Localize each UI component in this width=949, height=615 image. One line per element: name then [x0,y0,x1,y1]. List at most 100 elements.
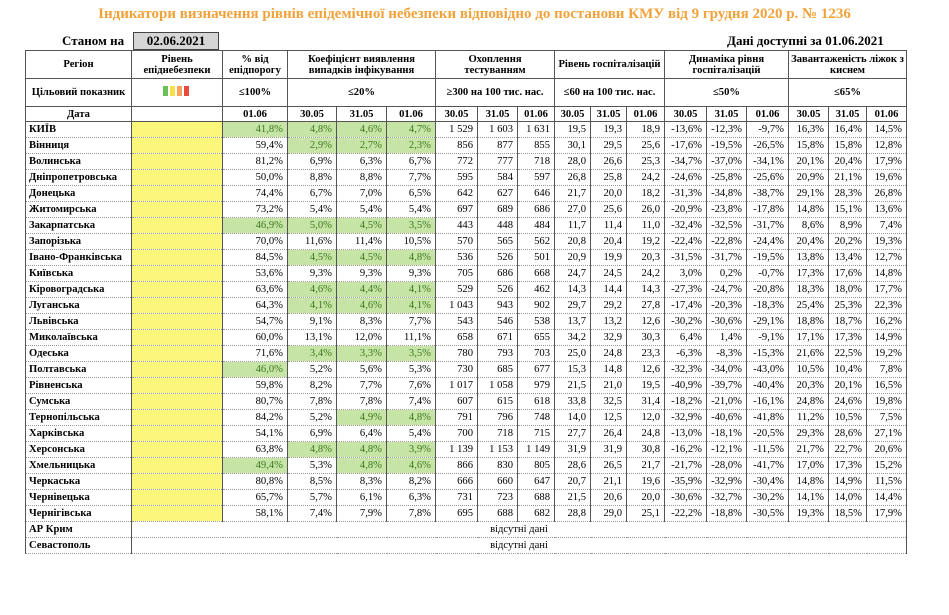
beds-cell: 16,4% [828,121,867,138]
hosp-cell: 25,6 [590,201,627,218]
tests-cell: 796 [477,409,518,426]
beds-cell: 17,0% [788,457,829,474]
dyn-cell: -41,8% [746,409,789,426]
beds-cell: 27,1% [866,425,907,442]
beds-cell: 12,8% [866,137,907,154]
beds-cell: 21,1% [828,169,867,186]
table-body: Регіон Рівень епіднебезпеки % від епідпо… [25,50,907,554]
dyn-cell: 6,4% [664,329,707,346]
beds-cell: 16,5% [866,377,907,394]
coef-cell: 6,3% [386,489,436,506]
dyn-cell: -20,9% [664,201,707,218]
level-cell [131,217,223,234]
coef-cell: 9,1% [287,313,337,330]
dyn-cell: -32,5% [706,217,747,234]
dyn-cell: -32,9% [664,409,707,426]
coef-cell: 4,6% [386,457,436,474]
dyn-cell: -24,6% [664,169,707,186]
beds-cell: 10,5% [788,361,829,378]
header-beds: Завантаженість ліжок з киснем [788,50,907,79]
hosp-cell: 29,5 [590,137,627,154]
hosp-cell: 15,3 [554,361,591,378]
dyn-cell: -13,0% [664,425,707,442]
tests-cell: 979 [517,377,555,394]
hosp-cell: 31,4 [626,393,665,410]
level-cell [131,313,223,330]
date-level-empty [131,106,223,122]
table-row: Черкаська 80,8% 8,5% 8,3% 8,2% 666 660 647 20,7 2… [25,473,907,490]
beds-cell: 11,5% [866,473,907,490]
coef-cell: 7,7% [336,377,387,394]
coef-cell: 6,5% [386,185,436,202]
hosp-cell: 21,0 [590,377,627,394]
coef-cell: 11,1% [386,329,436,346]
level-cell [131,137,223,154]
coef-cell: 6,9% [287,425,337,442]
level-cell [131,393,223,410]
dyn-cell: -9,1% [746,329,789,346]
header-tests: Охоплення тестуванням [435,50,555,79]
beds-cell: 14,8% [788,201,829,218]
tests-cell: 562 [517,233,555,250]
beds-cell: 14,8% [788,473,829,490]
hosp-cell: 34,2 [554,329,591,346]
region-name: Донецька [25,185,132,202]
level-cell [131,473,223,490]
pct-cell: 53,6% [222,265,288,282]
level-cell [131,425,223,442]
hosp-cell: 26,4 [590,425,627,442]
tests-cell: 943 [477,297,518,314]
tests-cell: 1 017 [435,377,478,394]
beds-cell: 19,2% [866,345,907,362]
dyn-cell: -22,8% [706,233,747,250]
beds-cell: 20,1% [788,153,829,170]
level-swatch [184,86,189,96]
hosp-cell: 19,5 [626,377,665,394]
region-name: Чернівецька [25,489,132,506]
hosp-cell: 28,6 [554,457,591,474]
date-header-tests: 01.06 [517,106,555,122]
hosp-cell: 25,8 [590,169,627,186]
hosp-cell: 20,0 [590,185,627,202]
coef-cell: 8,8% [287,169,337,186]
tests-cell: 666 [435,473,478,490]
pct-cell: 58,1% [222,505,288,522]
hosp-cell: 19,5 [554,121,591,138]
beds-cell: 22,3% [866,297,907,314]
beds-cell: 16,2% [866,313,907,330]
date-header-coef: 31.05 [336,106,387,122]
coef-cell: 4,7% [386,121,436,138]
table-row: КИЇВ 41,8% 4,8% 4,6% 4,7% 1 529 1 603 1 631 19,5… [25,121,907,138]
pct-cell: 49,4% [222,457,288,474]
level-cell [131,441,223,458]
dyn-cell: -32,7% [706,489,747,506]
date-header-tests: 30.05 [435,106,478,122]
pct-cell: 54,7% [222,313,288,330]
beds-cell: 20,4% [828,153,867,170]
table-row: Львівська 54,7% 9,1% 8,3% 7,7% 543 546 538 13,7 1… [25,313,907,330]
dyn-cell: -30,2% [664,313,707,330]
beds-cell: 22,5% [828,345,867,362]
as-of-label: Станом на [62,33,125,48]
coef-cell: 4,1% [287,297,337,314]
level-swatches [131,78,223,107]
beds-cell: 20,9% [788,169,829,186]
hosp-cell: 31,9 [590,441,627,458]
beds-cell: 28,6% [828,425,867,442]
tests-cell: 1 043 [435,297,478,314]
available-label: Дані доступні за [727,33,822,48]
hosp-cell: 25,3 [626,153,665,170]
beds-cell: 18,0% [828,281,867,298]
pct-cell: 54,1% [222,425,288,442]
coef-cell: 11,4% [336,233,387,250]
coef-cell: 4,8% [287,441,337,458]
tests-cell: 677 [517,361,555,378]
region-name: Вінниця [25,137,132,154]
tests-cell: 1 631 [517,121,555,138]
hosp-cell: 20,0 [626,489,665,506]
beds-cell: 20,4% [788,233,829,250]
beds-cell: 17,9% [866,153,907,170]
region-name: Житомирська [25,201,132,218]
pct-cell: 46,0% [222,361,288,378]
hosp-cell: 20,6 [590,489,627,506]
